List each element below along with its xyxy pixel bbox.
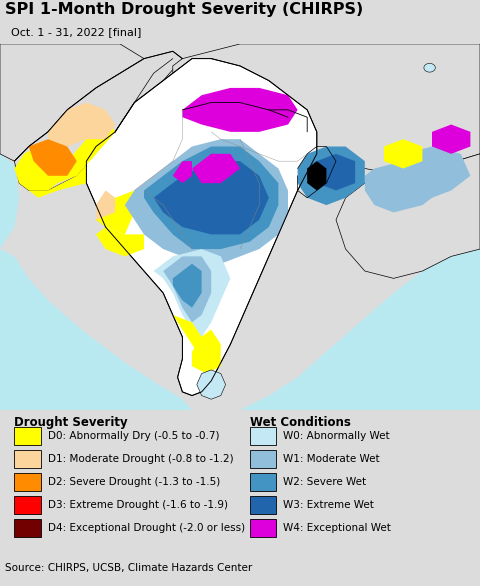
Polygon shape bbox=[307, 161, 326, 190]
FancyBboxPatch shape bbox=[14, 427, 41, 445]
Polygon shape bbox=[240, 249, 480, 410]
Polygon shape bbox=[86, 59, 317, 396]
Polygon shape bbox=[29, 132, 115, 197]
Text: W4: Exceptional Wet: W4: Exceptional Wet bbox=[283, 523, 391, 533]
Polygon shape bbox=[0, 249, 192, 410]
Polygon shape bbox=[96, 227, 144, 257]
Polygon shape bbox=[182, 88, 298, 132]
FancyBboxPatch shape bbox=[250, 473, 276, 491]
Text: SPI 1-Month Drought Severity (CHIRPS): SPI 1-Month Drought Severity (CHIRPS) bbox=[5, 2, 363, 17]
FancyBboxPatch shape bbox=[250, 519, 276, 537]
Text: Drought Severity: Drought Severity bbox=[14, 416, 128, 429]
FancyBboxPatch shape bbox=[250, 496, 276, 515]
FancyBboxPatch shape bbox=[250, 427, 276, 445]
FancyBboxPatch shape bbox=[14, 449, 41, 468]
Text: D1: Moderate Drought (-0.8 to -1.2): D1: Moderate Drought (-0.8 to -1.2) bbox=[48, 454, 234, 464]
Polygon shape bbox=[336, 154, 480, 278]
Text: D4: Exceptional Drought (-2.0 or less): D4: Exceptional Drought (-2.0 or less) bbox=[48, 523, 245, 533]
Polygon shape bbox=[432, 124, 470, 154]
Polygon shape bbox=[96, 190, 134, 234]
Text: D0: Abnormally Dry (-0.5 to -0.7): D0: Abnormally Dry (-0.5 to -0.7) bbox=[48, 431, 219, 441]
Polygon shape bbox=[384, 139, 422, 168]
Polygon shape bbox=[173, 161, 192, 183]
Polygon shape bbox=[38, 117, 115, 183]
Polygon shape bbox=[29, 139, 77, 176]
Polygon shape bbox=[197, 370, 226, 399]
Text: Oct. 1 - 31, 2022 [final]: Oct. 1 - 31, 2022 [final] bbox=[11, 27, 141, 38]
Polygon shape bbox=[173, 315, 211, 359]
Polygon shape bbox=[192, 329, 221, 374]
Polygon shape bbox=[173, 264, 202, 308]
Polygon shape bbox=[125, 139, 288, 264]
Polygon shape bbox=[163, 257, 211, 322]
Text: W3: Extreme Wet: W3: Extreme Wet bbox=[283, 500, 374, 510]
FancyBboxPatch shape bbox=[14, 519, 41, 537]
Polygon shape bbox=[154, 161, 269, 234]
Polygon shape bbox=[14, 51, 182, 190]
Text: W0: Abnormally Wet: W0: Abnormally Wet bbox=[283, 431, 390, 441]
Polygon shape bbox=[0, 154, 19, 249]
Polygon shape bbox=[154, 249, 230, 337]
Text: Source: CHIRPS, UCSB, Climate Hazards Center: Source: CHIRPS, UCSB, Climate Hazards Ce… bbox=[5, 563, 252, 573]
FancyBboxPatch shape bbox=[14, 496, 41, 515]
Polygon shape bbox=[14, 146, 58, 190]
Polygon shape bbox=[0, 44, 144, 161]
FancyBboxPatch shape bbox=[250, 449, 276, 468]
Text: D3: Extreme Drought (-1.6 to -1.9): D3: Extreme Drought (-1.6 to -1.9) bbox=[48, 500, 228, 510]
Text: D2: Severe Drought (-1.3 to -1.5): D2: Severe Drought (-1.3 to -1.5) bbox=[48, 477, 220, 487]
Polygon shape bbox=[48, 103, 115, 146]
Polygon shape bbox=[0, 44, 480, 410]
Text: W1: Moderate Wet: W1: Moderate Wet bbox=[283, 454, 380, 464]
Polygon shape bbox=[394, 146, 470, 197]
Polygon shape bbox=[144, 146, 278, 249]
Polygon shape bbox=[192, 154, 240, 183]
Polygon shape bbox=[365, 161, 442, 212]
Polygon shape bbox=[298, 146, 365, 205]
Text: Wet Conditions: Wet Conditions bbox=[250, 416, 350, 429]
Polygon shape bbox=[307, 154, 355, 190]
Polygon shape bbox=[424, 63, 435, 72]
Polygon shape bbox=[173, 44, 480, 172]
Polygon shape bbox=[96, 190, 115, 220]
FancyBboxPatch shape bbox=[14, 473, 41, 491]
Text: W2: Severe Wet: W2: Severe Wet bbox=[283, 477, 366, 487]
